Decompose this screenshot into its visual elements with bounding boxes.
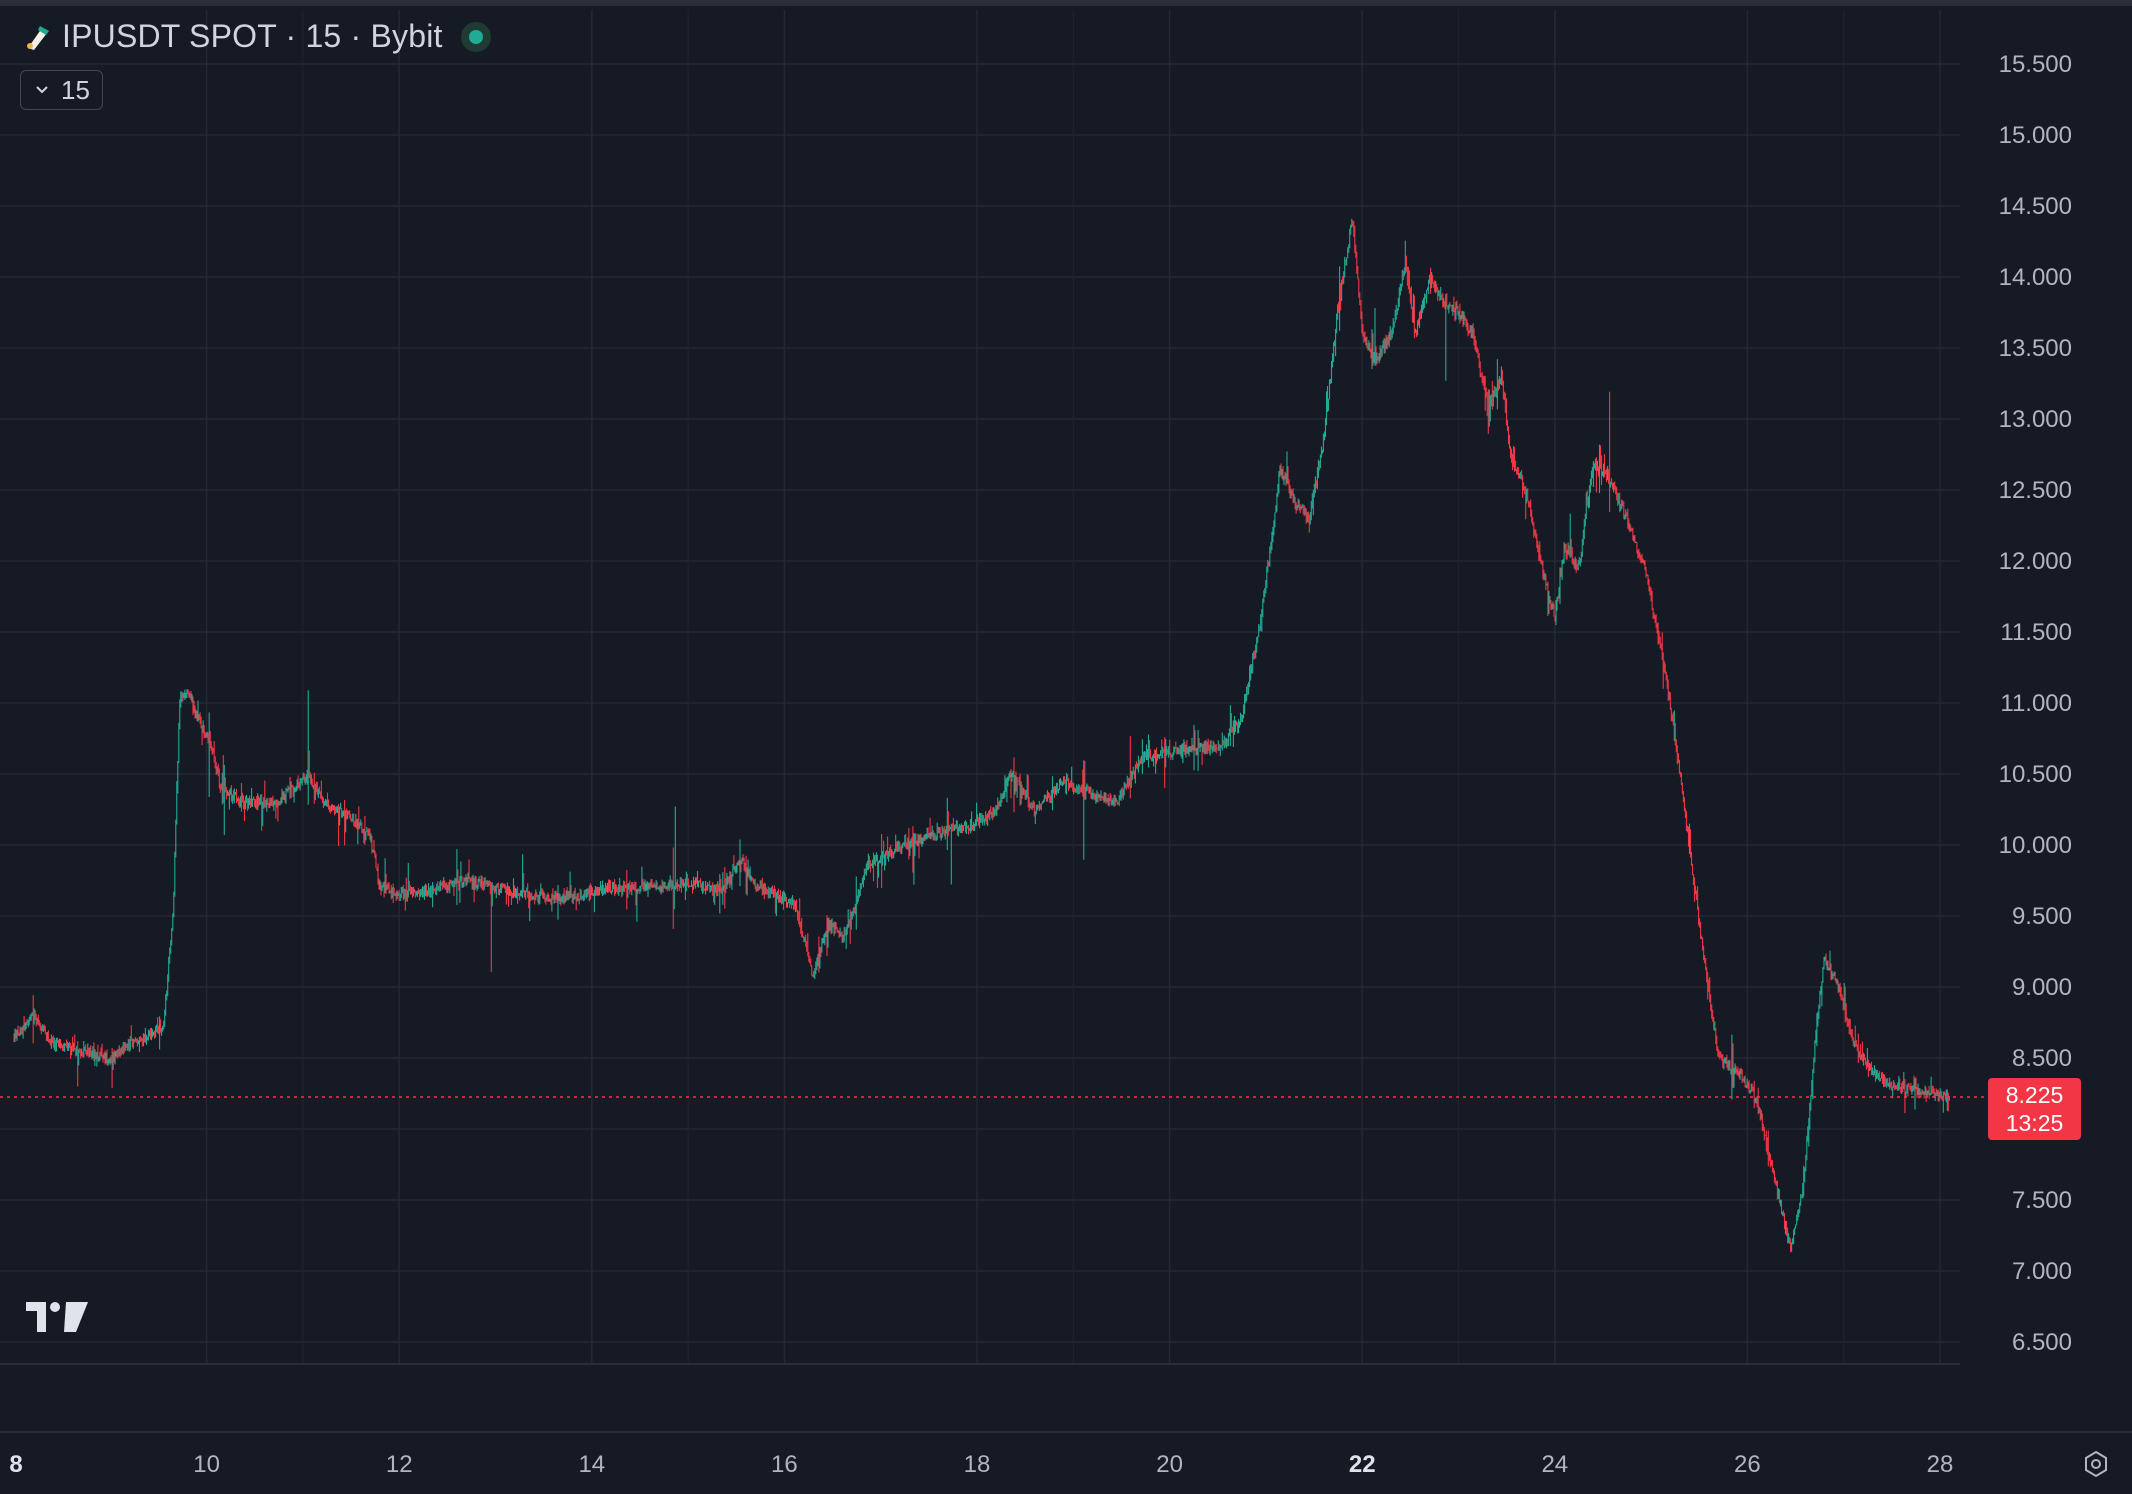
ip-token-icon <box>27 25 49 50</box>
time-tick-label: 18 <box>964 1451 991 1478</box>
price-tick-label: 7.000 <box>2012 1258 2072 1285</box>
price-tick-label: 7.500 <box>2012 1187 2072 1214</box>
price-tick-label: 10.000 <box>1999 832 2072 859</box>
time-tick-label: 20 <box>1156 1451 1183 1478</box>
time-tick-label: 14 <box>578 1451 605 1478</box>
status-dot-icon <box>468 29 483 44</box>
symbol-header: IPUSDT SPOT · 15 · Bybit <box>22 18 491 55</box>
tradingview-logo[interactable] <box>26 1300 88 1334</box>
price-tick-label: 9.500 <box>2012 903 2072 930</box>
candles <box>13 218 1950 1253</box>
gear-icon <box>2085 1450 2107 1478</box>
time-tick-label: 12 <box>386 1451 413 1478</box>
price-axis[interactable]: 15.500 15.000 14.500 14.000 13.500 13.000 12.5… <box>1999 51 2072 1356</box>
chevron-down-icon <box>36 86 48 94</box>
time-tick-label: 24 <box>1541 1451 1568 1478</box>
interval-dropdown[interactable]: 15 <box>20 70 103 110</box>
settings-button[interactable] <box>2076 1444 2116 1484</box>
grid-lines <box>0 10 1960 1364</box>
price-tick-label: 15.000 <box>1999 122 2072 149</box>
time-tick-label: 8 <box>9 1451 22 1478</box>
time-tick-label: 28 <box>1927 1451 1954 1478</box>
last-price-tag: 8.225 13:25 <box>1988 1078 2081 1140</box>
candle-countdown: 13:25 <box>2005 1110 2064 1136</box>
time-tick-label: 16 <box>771 1451 798 1478</box>
price-tick-label: 11.500 <box>2000 619 2072 646</box>
time-tick-label: 22 <box>1349 1451 1376 1478</box>
symbol-title[interactable]: IPUSDT SPOT · 15 · Bybit <box>62 18 443 54</box>
price-tick-label: 11.000 <box>2000 690 2072 717</box>
price-tick-label: 13.500 <box>1999 335 2072 362</box>
price-tick-label: 14.500 <box>1999 193 2072 220</box>
price-tick-label: 12.000 <box>1999 548 2072 575</box>
price-tick-label: 6.500 <box>2012 1329 2072 1356</box>
market-status-indicator[interactable] <box>460 21 491 52</box>
time-tick-label: 26 <box>1734 1451 1761 1478</box>
time-axis[interactable]: 8 10 12 14 16 18 20 22 24 26 28 <box>9 1451 1953 1478</box>
interval-label: 15 <box>61 74 90 105</box>
time-tick-label: 10 <box>193 1451 220 1478</box>
price-tick-label: 14.000 <box>1999 264 2072 291</box>
price-tick-label: 9.000 <box>2012 974 2072 1001</box>
price-tick-label: 8.500 <box>2012 1045 2072 1072</box>
last-price-value: 8.225 <box>2005 1082 2064 1108</box>
price-tick-label: 10.500 <box>1999 761 2072 788</box>
price-tick-label: 15.500 <box>1999 51 2072 78</box>
price-tick-label: 13.000 <box>1999 406 2072 433</box>
price-tick-label: 12.500 <box>1999 477 2072 504</box>
